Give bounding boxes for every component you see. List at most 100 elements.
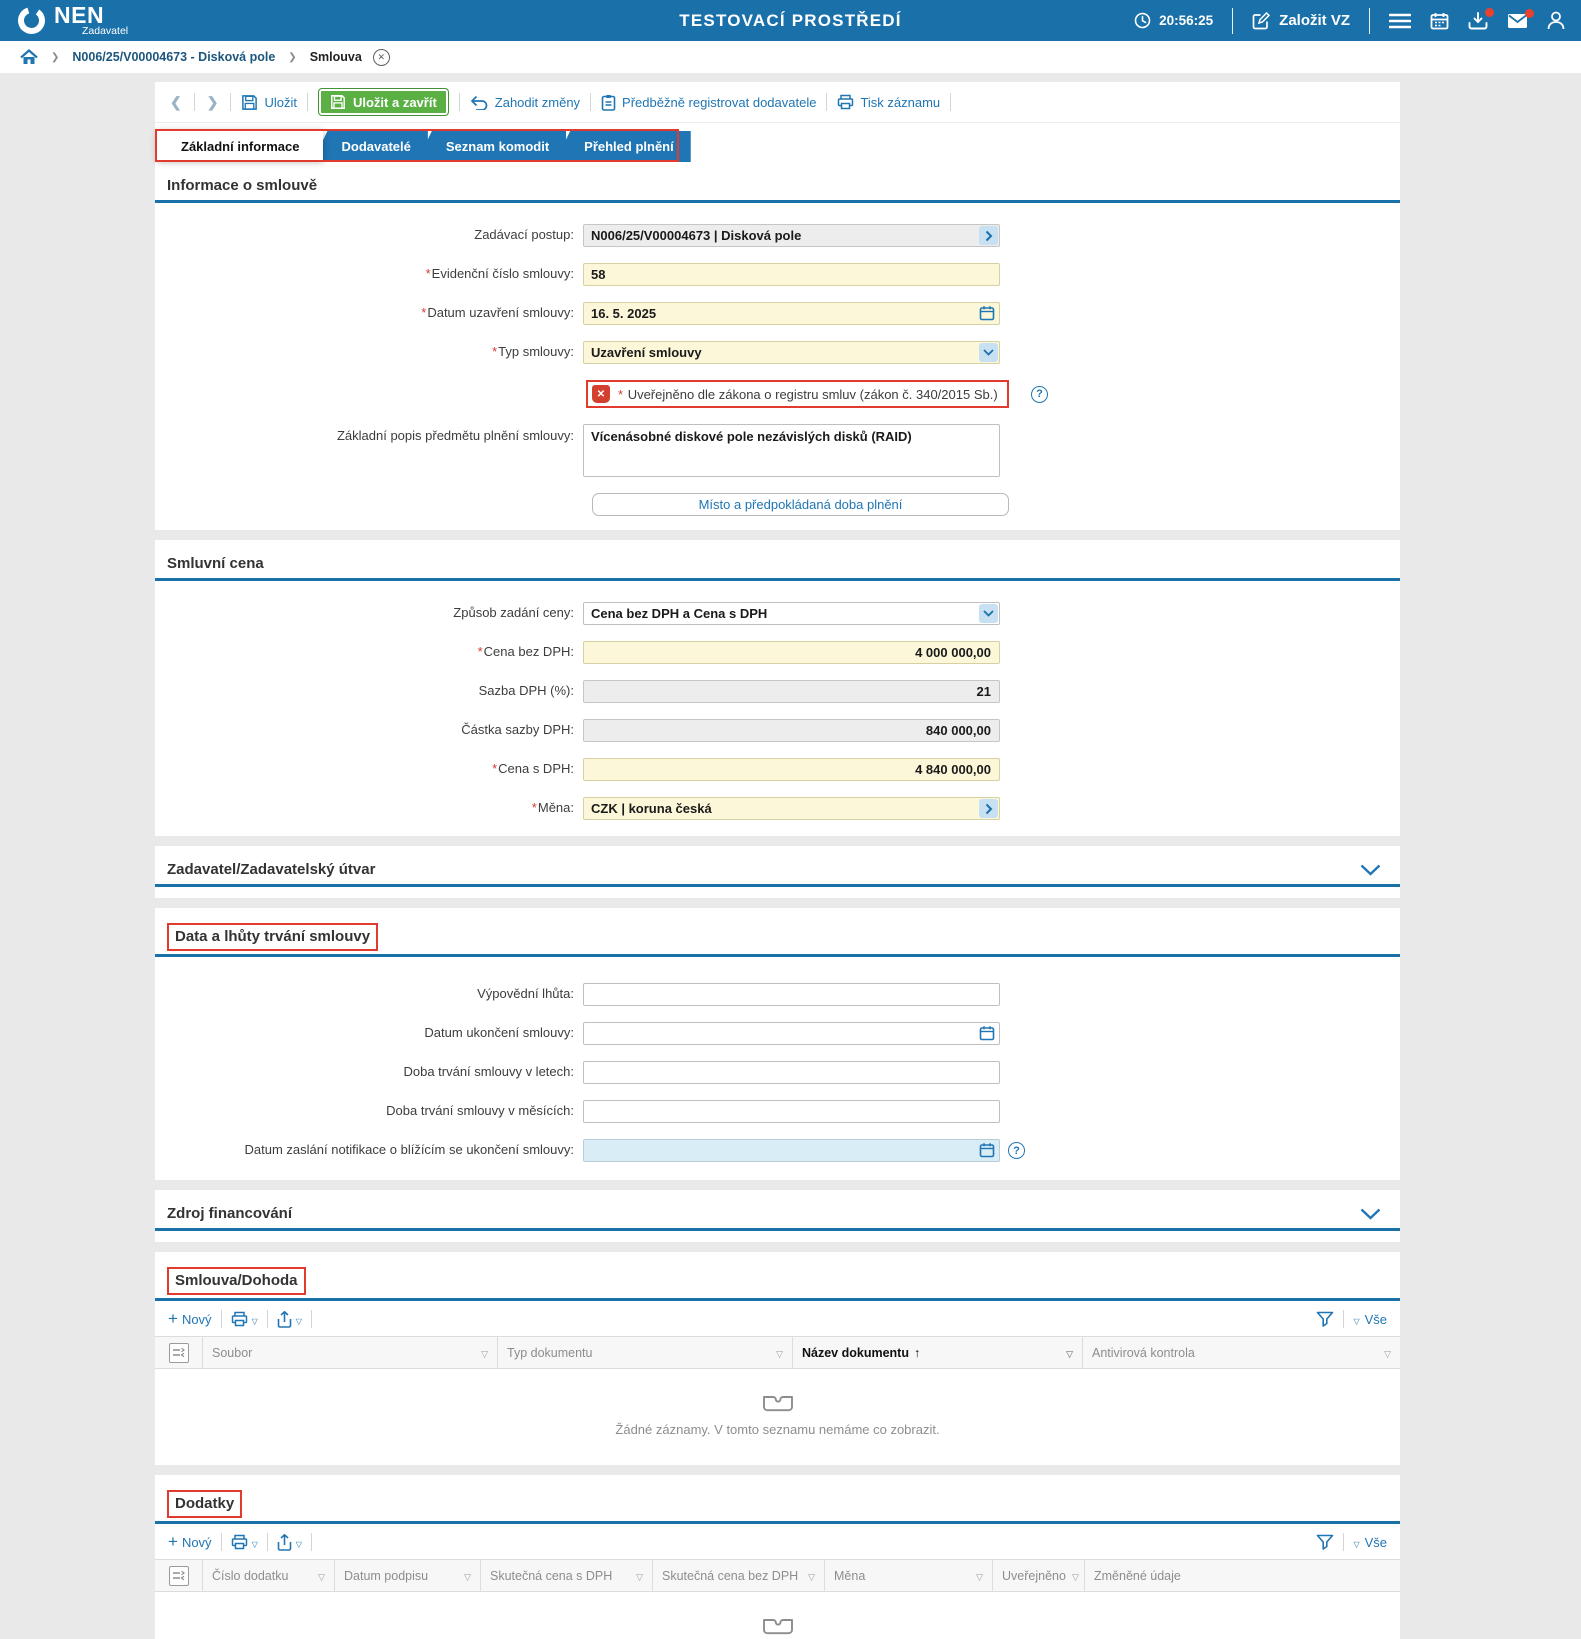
downloads-button[interactable] [1468, 7, 1494, 30]
column-settings-icon[interactable] [168, 1342, 189, 1363]
column-filter-icon[interactable] [770, 1346, 783, 1360]
column-header-uverejneno[interactable]: Uveřejněno [993, 1560, 1085, 1591]
print-table-button[interactable] [231, 1534, 258, 1550]
column-filter-icon[interactable] [970, 1569, 983, 1583]
column-header-skutecna-cena-s-dph[interactable]: Skutečná cena s DPH [481, 1560, 653, 1591]
view-all-button[interactable]: Vše [1353, 1535, 1387, 1550]
column-filter-icon[interactable] [1060, 1346, 1073, 1360]
mena-field[interactable]: CZK | koruna česká [583, 797, 1000, 820]
expand-chevron-icon[interactable] [1360, 1208, 1385, 1220]
doba-trvani-letech-input[interactable] [583, 1061, 1000, 1084]
save-and-close-button[interactable]: Uložit a zavřít [317, 88, 449, 116]
doba-trvani-mesicich-input[interactable] [583, 1100, 1000, 1123]
column-header-mena[interactable]: Měna [825, 1560, 993, 1591]
breadcrumb-procedure[interactable]: N006/25/V00004673 - Disková pole [72, 50, 276, 64]
misto-doba-plneni-button[interactable]: Místo a předpokládaná doba plnění [592, 493, 1009, 516]
create-vz-button[interactable]: Založit VZ [1252, 11, 1350, 30]
home-icon[interactable] [20, 49, 38, 65]
cena-s-dph-input[interactable]: 4 840 000,00 [583, 758, 1000, 781]
column-filter-icon[interactable] [458, 1569, 471, 1583]
filter-funnel-icon[interactable] [1316, 1311, 1334, 1327]
popis-textarea[interactable]: Vícenásobné diskové pole nezávislých dis… [583, 424, 1000, 477]
save-button[interactable]: Uložit [241, 94, 297, 111]
open-lookup-icon[interactable] [979, 226, 998, 245]
next-record-button[interactable]: ❯ [206, 93, 219, 110]
column-header-antivirova-kontrola[interactable]: Antivirová kontrola [1083, 1337, 1400, 1368]
section-header-contracting[interactable]: Zadavatel/Zadavatelský útvar [155, 846, 1400, 878]
profile-button[interactable] [1547, 11, 1565, 30]
print-table-button[interactable] [231, 1311, 258, 1327]
tab-dodavatele[interactable]: Dodavatelé [312, 131, 428, 162]
new-amendment-button[interactable]: + Nový [168, 1532, 212, 1551]
tab-zakladni-informace[interactable]: Základní informace [157, 131, 324, 162]
calendar-picker-icon[interactable] [979, 1142, 995, 1158]
zadavaci-postup-field[interactable]: N006/25/V00004673 | Disková pole [583, 224, 1000, 247]
print-record-button[interactable]: Tisk záznamu [837, 94, 940, 110]
calendar-picker-icon[interactable] [979, 305, 995, 321]
chevron-down-icon[interactable] [979, 604, 998, 623]
datum-ukonceni-input[interactable] [583, 1022, 1000, 1045]
required-mark: * [492, 761, 498, 777]
field-row-popis: Základní popis předmětu plnění smlouvy: … [155, 424, 1400, 477]
typ-smlouvy-select[interactable]: Uzavření smlouvy [583, 341, 1000, 364]
calendar-button[interactable] [1430, 12, 1449, 30]
amendments-table-header: Číslo dodatku Datum podpisu Skutečná cen… [155, 1559, 1400, 1592]
prev-record-button[interactable]: ❮ [170, 93, 182, 110]
column-header-soubor[interactable]: Soubor [203, 1337, 498, 1368]
tab-prehled-plneni[interactable]: Přehled plnění [555, 131, 691, 162]
column-filter-icon[interactable] [802, 1569, 815, 1583]
discard-changes-button[interactable]: Zahodit změny [470, 95, 580, 110]
column-header-skutecna-cena-bez-dph[interactable]: Skutečná cena bez DPH [653, 1560, 825, 1591]
preregister-supplier-button[interactable]: Předběžně registrovat dodavatele [601, 94, 816, 111]
help-icon[interactable]: ? [1008, 1142, 1025, 1159]
brand-subtitle: Zadavatel [82, 25, 129, 38]
zpusob-zadani-select[interactable]: Cena bez DPH a Cena s DPH [583, 602, 1000, 625]
section-rule [155, 578, 1400, 581]
chevron-down-icon[interactable] [979, 343, 998, 362]
expand-chevron-icon[interactable] [1360, 864, 1385, 876]
documents-empty-state: Žádné záznamy. V tomto seznamu nemáme co… [155, 1369, 1400, 1465]
preregister-supplier-label: Předběžně registrovat dodavatele [622, 94, 817, 110]
column-header-zmenene-udaje[interactable]: Změněné údaje [1094, 1568, 1181, 1583]
column-filter-icon[interactable] [1378, 1346, 1391, 1360]
menu-button[interactable] [1389, 13, 1411, 29]
notifikace-date-field[interactable] [583, 1139, 1000, 1162]
chevron-down-icon [296, 1535, 302, 1550]
calendar-icon [1430, 12, 1449, 30]
messages-button[interactable] [1507, 8, 1534, 29]
view-all-button[interactable]: Vše [1353, 1312, 1387, 1327]
evidencni-cislo-input[interactable]: 58 [583, 263, 1000, 286]
sazba-dph-field: 21 [583, 680, 1000, 703]
export-table-button[interactable] [277, 1310, 302, 1328]
help-icon[interactable]: ? [1031, 385, 1048, 403]
plus-icon: + [168, 1532, 178, 1551]
checkbox-crossed-icon[interactable]: ✕ [592, 385, 610, 403]
column-filter-icon[interactable] [630, 1569, 643, 1583]
nen-logo[interactable]: NEN Zadavatel [16, 4, 128, 37]
column-header-datum-podpisu[interactable]: Datum podpisu [335, 1560, 481, 1591]
column-header-nazev-dokumentu[interactable]: Název dokumentu ↑ [793, 1337, 1083, 1368]
clock: 20:56:25 [1134, 12, 1213, 29]
section-rule [155, 1298, 1400, 1301]
column-filter-icon[interactable] [475, 1346, 488, 1360]
column-filter-icon[interactable] [1066, 1569, 1079, 1583]
annotation-box-amendments-title: Dodatky [167, 1490, 243, 1518]
calendar-picker-icon[interactable] [979, 1025, 995, 1041]
amendments-empty-state [155, 1592, 1400, 1639]
cena-bez-dph-input[interactable]: 4 000 000,00 [583, 641, 1000, 664]
column-header-typ-dokumentu[interactable]: Typ dokumentu [498, 1337, 793, 1368]
datum-uzavreni-input[interactable]: 16. 5. 2025 [583, 302, 1000, 325]
vypovedni-lhuta-input[interactable] [583, 983, 1000, 1006]
section-header-funding[interactable]: Zdroj financování [155, 1190, 1400, 1222]
open-lookup-icon[interactable] [979, 799, 998, 818]
column-filter-icon[interactable] [312, 1569, 325, 1583]
export-table-button[interactable] [277, 1533, 302, 1551]
column-header-cislo-dodatku[interactable]: Číslo dodatku [203, 1560, 335, 1591]
filter-funnel-icon[interactable] [1316, 1534, 1334, 1550]
tab-seznam-komodit[interactable]: Seznam komodit [416, 131, 567, 162]
column-settings-icon[interactable] [168, 1565, 189, 1586]
close-record-icon[interactable]: ✕ [372, 48, 390, 66]
divider [220, 1533, 222, 1551]
new-document-button[interactable]: + Nový [168, 1310, 212, 1327]
printer-icon [231, 1311, 248, 1327]
